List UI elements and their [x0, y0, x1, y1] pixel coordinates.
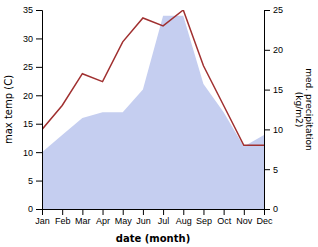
- area: [42, 16, 264, 209]
- tick: 5: [28, 176, 42, 186]
- tick-label: 25: [273, 5, 283, 15]
- tick-label: Mar: [75, 216, 91, 226]
- tick-label: 20: [23, 91, 33, 101]
- tick: 25: [264, 5, 283, 15]
- tick-label: May: [115, 216, 133, 226]
- tick-label: 5: [28, 176, 33, 186]
- tick: 25: [23, 62, 42, 72]
- tick-label: 30: [23, 34, 33, 44]
- tick: Dec: [256, 209, 273, 226]
- tick-label: Oct: [217, 216, 232, 226]
- tick-label: 0: [28, 204, 33, 214]
- tick: Aug: [176, 209, 192, 226]
- tick-label: Jun: [136, 216, 151, 226]
- tick-label: Nov: [236, 216, 253, 226]
- tick-label: 35: [23, 5, 33, 15]
- tick: 30: [23, 34, 42, 44]
- tick-label: 0: [273, 204, 278, 214]
- tick: 10: [264, 125, 283, 135]
- tick: 0: [264, 204, 278, 214]
- tick-mark: [36, 38, 42, 39]
- tick-label: 15: [23, 119, 33, 129]
- tick: Jul: [158, 209, 170, 226]
- tick-mark: [203, 209, 204, 215]
- x-axis-title: date (month): [116, 233, 190, 244]
- tick: Sep: [196, 209, 212, 226]
- tick-mark: [36, 95, 42, 96]
- tick-label: Jul: [158, 216, 170, 226]
- tick: Nov: [236, 209, 253, 226]
- tick: 15: [23, 119, 42, 129]
- tick-mark: [103, 209, 104, 215]
- tick: 20: [264, 45, 283, 55]
- tick: Jun: [136, 209, 151, 226]
- y2-axis: 0 5 10 15 20 25: [264, 5, 283, 214]
- tick-label: Aug: [176, 216, 192, 226]
- tick-mark: [36, 209, 42, 210]
- y-axis-title: max temp (C): [3, 75, 14, 144]
- tick-mark: [62, 209, 63, 215]
- tick-label: 25: [23, 62, 33, 72]
- tick: Oct: [217, 209, 232, 226]
- y2-axis-title: med. precipitation(kg/m2): [294, 68, 314, 150]
- tick-mark: [123, 209, 124, 215]
- tick-label: Sep: [196, 216, 212, 226]
- tick-mark: [264, 209, 270, 210]
- tick-label: Feb: [55, 216, 71, 226]
- y-axis: 0 5 10 15 20 25 30 35: [23, 5, 43, 214]
- tick-label: Apr: [96, 216, 110, 226]
- tick: Jan: [35, 209, 50, 226]
- tick-mark: [264, 90, 270, 91]
- tick-label: Jan: [35, 216, 50, 226]
- tick-mark: [36, 181, 42, 182]
- line: [42, 10, 264, 145]
- axis-line: [36, 11, 43, 210]
- axis-line: [265, 11, 271, 210]
- tick-mark: [264, 129, 270, 130]
- tick-label: 15: [273, 85, 283, 95]
- tick: 15: [264, 85, 283, 95]
- tick-mark: [36, 152, 42, 153]
- tick-mark: [183, 209, 184, 215]
- tick: 5: [264, 165, 278, 175]
- tick: 0: [28, 204, 42, 214]
- tick-mark: [36, 67, 42, 68]
- tick: Apr: [96, 209, 110, 226]
- tick: 10: [23, 148, 42, 158]
- tick: May: [115, 209, 133, 226]
- tick: Mar: [75, 209, 91, 226]
- marks: [42, 10, 264, 209]
- chart: JanFebMarAprMayJunJulAugSepOctNovDec0510…: [0, 0, 318, 247]
- tick-mark: [264, 169, 270, 170]
- x-axis: Jan Feb Mar Apr MayJun Jul Aug Sep Oct NovDec: [35, 209, 273, 226]
- tick-label: Dec: [256, 216, 273, 226]
- tick: 20: [23, 91, 42, 101]
- tick-label: 10: [23, 148, 33, 158]
- plot: JanFebMarAprMayJunJulAugSepOctNovDec0510…: [23, 5, 283, 226]
- tick-mark: [224, 209, 225, 215]
- tick-mark: [264, 10, 270, 11]
- tick-mark: [264, 50, 270, 51]
- tick-mark: [163, 209, 164, 215]
- tick-label: 20: [273, 45, 283, 55]
- tick-mark: [244, 209, 245, 215]
- tick-mark: [36, 124, 42, 125]
- tick-mark: [82, 209, 83, 215]
- tick-label: 10: [273, 125, 283, 135]
- axis-line: [43, 210, 265, 216]
- tick-mark: [36, 10, 42, 11]
- tick: Feb: [55, 209, 71, 226]
- tick-mark: [143, 209, 144, 215]
- tick: 35: [23, 5, 42, 15]
- tick-label: 5: [273, 165, 278, 175]
